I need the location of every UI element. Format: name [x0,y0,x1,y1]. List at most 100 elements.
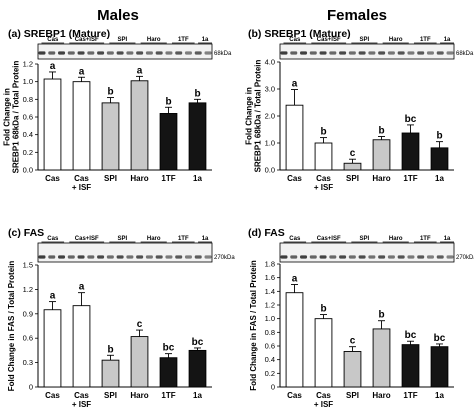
blot-band [184,51,192,55]
blot-band [358,51,366,55]
x-category-label: SPI [104,174,117,183]
blot-band [290,255,298,259]
bar [130,80,149,171]
blot-band [67,255,75,259]
x-category-label: SPI [104,391,117,400]
blot-band [426,51,434,55]
blot-band [397,51,405,55]
blot-band [446,255,454,259]
blot-band [348,255,356,259]
blot-band [58,51,66,55]
blot-band [77,255,85,259]
blot-band [194,51,202,55]
blot-lane-label: Haro [389,37,403,43]
blot-band [280,51,288,55]
x-category-label: Cas + ISF [314,391,333,409]
x-category-label: 1a [435,391,444,400]
blot-band [397,255,405,259]
y-tick-label: 0.6 [23,113,33,122]
bar [401,132,420,171]
blot-lane-label: 1a [202,37,209,43]
blot-band [368,51,376,55]
significance-letter: b [378,126,384,137]
bar [372,139,391,171]
blot-band [436,51,444,55]
significance-letter: b [194,88,200,99]
bar [285,292,304,388]
panel-title: (b) SREBP1 (Mature) [248,28,351,40]
blot-band [309,255,317,259]
y-axis-label: SREBP1 68kDa / Total Protein [254,60,263,173]
blot-band [407,51,415,55]
blot-lane-label: Cas [289,236,301,242]
y-axis-label: SREBP1 68kDa / Total Protein [12,61,21,174]
significance-letter: a [50,61,56,72]
panel-a-srebp1-males: (a) SREBP1 (Mature)Cas Cas+ISF SPI Haro 1TF 1… [3,28,233,192]
blot-band [48,255,56,259]
blot-band [358,255,366,259]
y-tick-label: 0.6 [23,334,33,343]
panel-title: (d) FAS [248,227,285,239]
bar [159,357,178,388]
bar [430,346,449,388]
panel-title: (a) SREBP1 (Mature) [8,28,110,40]
x-category-label: Cas [287,174,302,183]
y-tick-label: 1.2 [23,285,33,294]
blot-marker-label: 270kDa [456,255,474,261]
blot-band [436,255,444,259]
western-blot-strip [37,43,213,60]
y-tick-label: 1.0 [265,139,275,148]
blot-lane-label: SPI [118,37,128,43]
significance-letter: c [350,336,356,347]
blot-lane-label: SPI [118,236,128,242]
x-category-label: 1TF [403,174,417,183]
blot-band [387,255,395,259]
y-tick-label: 0.2 [23,148,33,157]
significance-letter: a [292,274,298,285]
blot-band [378,255,386,259]
blot-band [38,51,46,55]
x-category-label: 1TF [161,174,175,183]
blot-lane-label: Cas+ISF [317,37,341,43]
y-tick-label: 0.6 [265,342,275,351]
blot-lane-label: Haro [147,37,161,43]
significance-letter: b [436,131,442,142]
x-category-label: Haro [372,174,390,183]
x-category-label: Haro [372,391,390,400]
blot-band [87,51,95,55]
significance-letter: b [378,310,384,321]
y-tick-label: 0 [271,383,275,392]
blot-band [204,255,212,259]
bar [343,162,362,171]
blot-band [116,51,124,55]
blot-band [97,51,105,55]
panel-b-srebp1-females: (b) SREBP1 (Mature) Cas Cas+ISF SPI Haro 1TF 1… [245,28,474,192]
bar [372,328,391,388]
bar [72,81,91,171]
blot-band [155,51,163,55]
blot-band [145,51,153,55]
significance-letter: bc [405,330,417,341]
blot-band [175,51,183,55]
significance-letter: bc [405,114,417,125]
x-category-label: SPI [346,174,359,183]
significance-letter: b [107,87,113,98]
blot-band [106,255,114,259]
blot-band [300,51,308,55]
blot-band [106,51,114,55]
blot-band [67,51,75,55]
bar [188,102,207,171]
blot-band [155,255,163,259]
blot-lane-label: Cas+ISF [317,236,341,242]
y-tick-label: 0.9 [23,309,33,318]
blot-band [184,255,192,259]
bar [314,318,333,388]
bar [43,78,62,171]
blot-lane-label: 1TF [178,236,189,242]
panel-title: (c) FAS [8,227,44,239]
y-tick-label: 0.3 [23,358,33,367]
blot-band [194,255,202,259]
blot-band [378,51,386,55]
x-category-label: 1TF [403,391,417,400]
blot-lane-label: 1TF [420,37,431,43]
